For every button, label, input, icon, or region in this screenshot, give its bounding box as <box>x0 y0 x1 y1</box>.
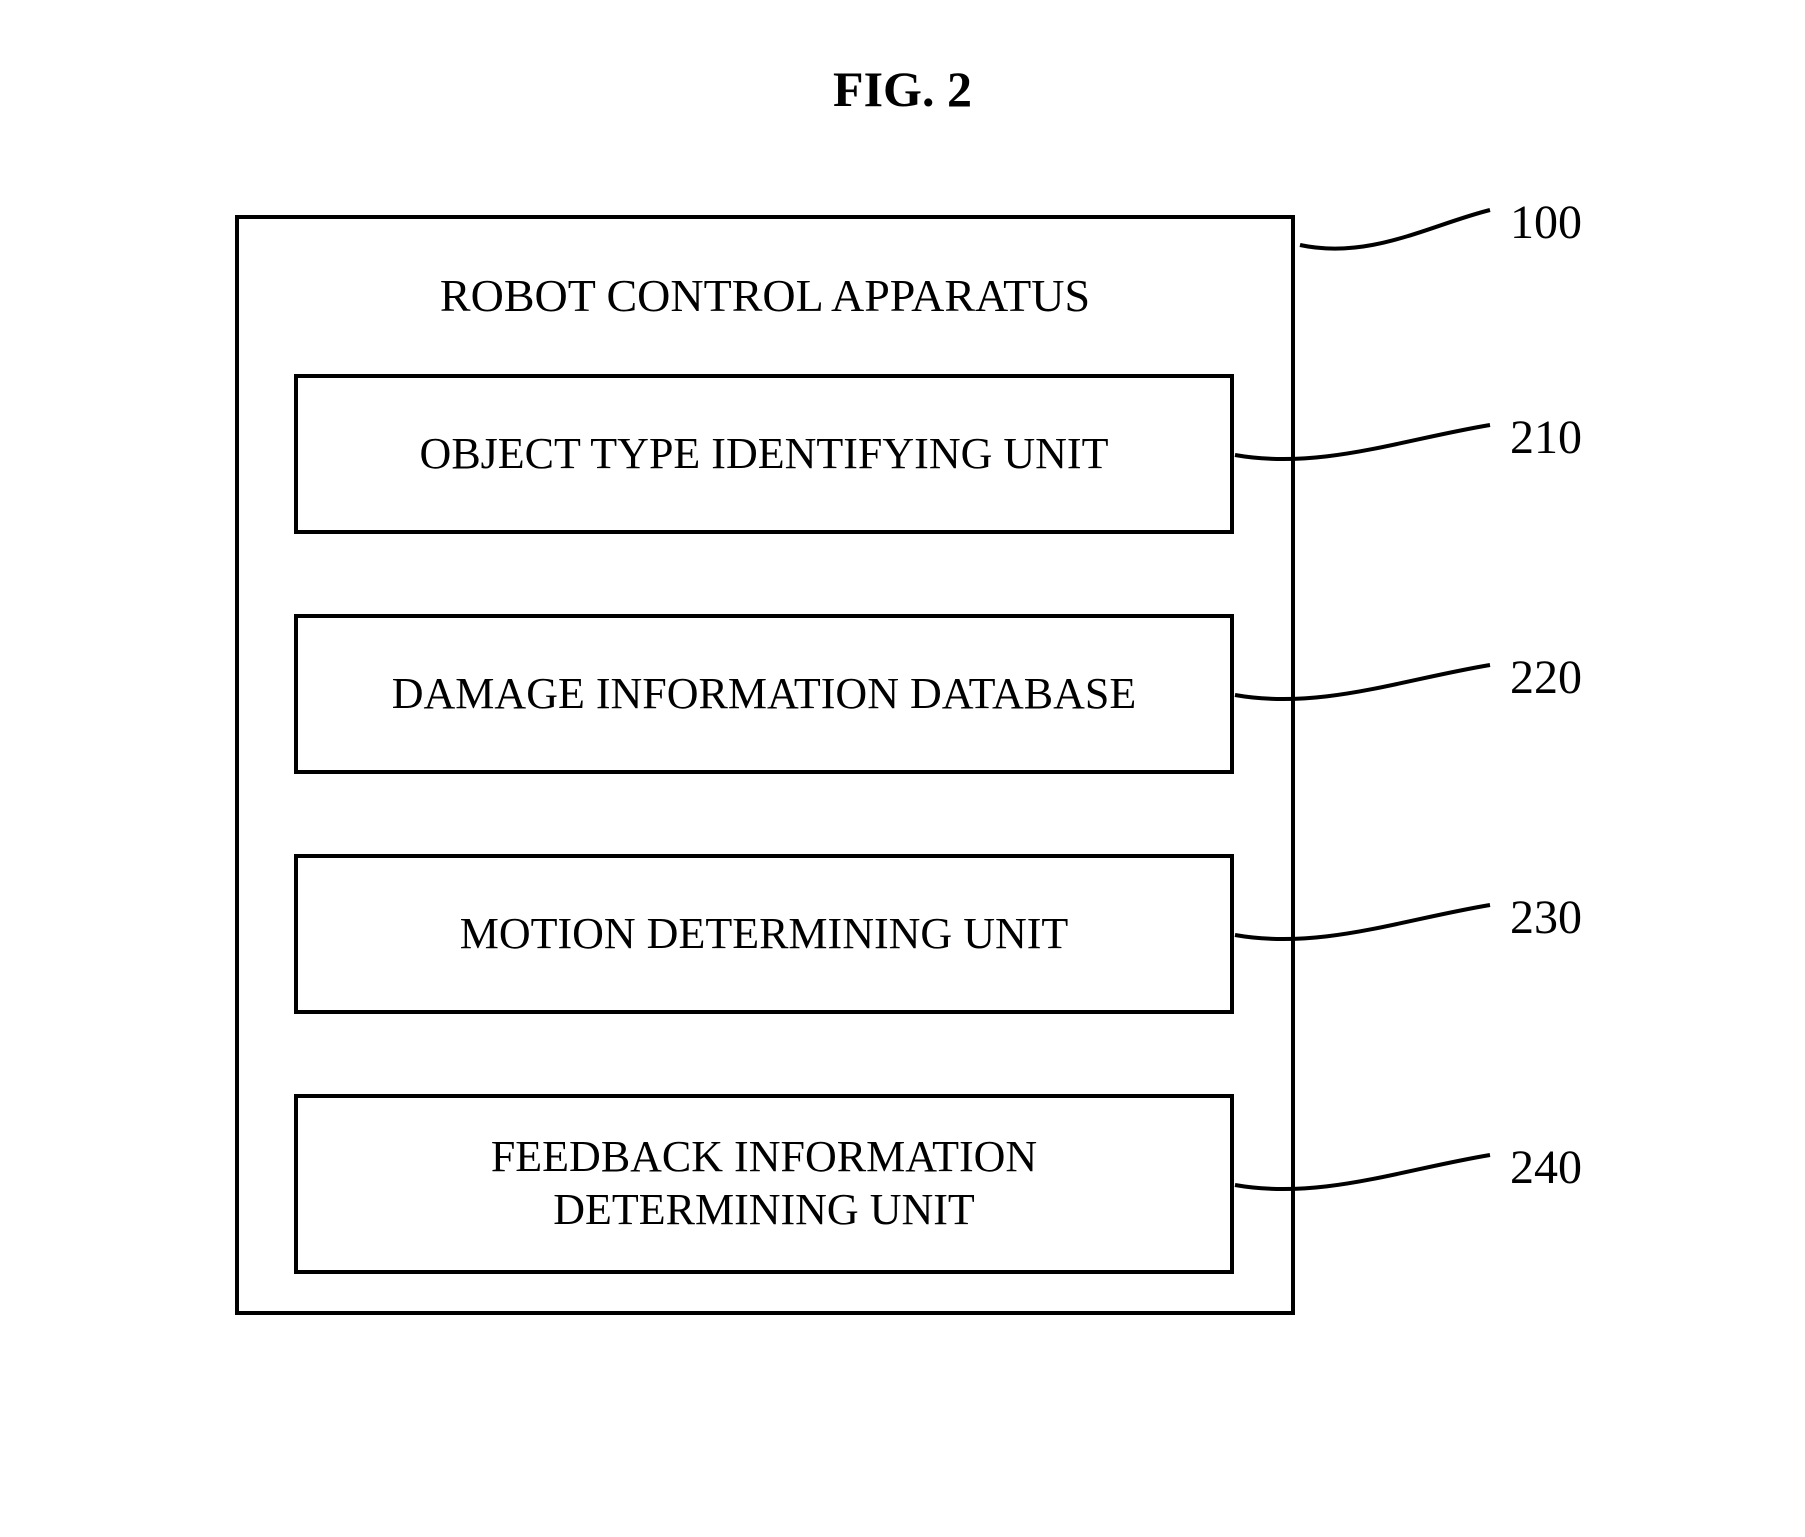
leader-line-100 <box>1300 210 1490 249</box>
ref-label-220: 220 <box>1510 650 1582 705</box>
ref-label-210: 210 <box>1510 410 1582 465</box>
outer-box: ROBOT CONTROL APPARATUS OBJECT TYPE IDEN… <box>235 215 1295 1315</box>
ref-label-240: 240 <box>1510 1140 1582 1195</box>
inner-box-3-text: MOTION DETERMINING UNIT <box>460 908 1069 961</box>
outer-box-title: ROBOT CONTROL APPARATUS <box>440 269 1090 322</box>
inner-box-3: MOTION DETERMINING UNIT <box>294 854 1234 1014</box>
inner-box-4: FEEDBACK INFORMATION DETERMINING UNIT <box>294 1094 1234 1274</box>
inner-box-4-text: FEEDBACK INFORMATION DETERMINING UNIT <box>491 1131 1037 1237</box>
figure-title: FIG. 2 <box>833 60 972 118</box>
ref-label-230: 230 <box>1510 890 1582 945</box>
inner-box-1-text: OBJECT TYPE IDENTIFYING UNIT <box>420 428 1109 481</box>
inner-box-2: DAMAGE INFORMATION DATABASE <box>294 614 1234 774</box>
inner-box-1: OBJECT TYPE IDENTIFYING UNIT <box>294 374 1234 534</box>
inner-box-2-text: DAMAGE INFORMATION DATABASE <box>392 668 1137 721</box>
ref-label-100: 100 <box>1510 195 1582 250</box>
